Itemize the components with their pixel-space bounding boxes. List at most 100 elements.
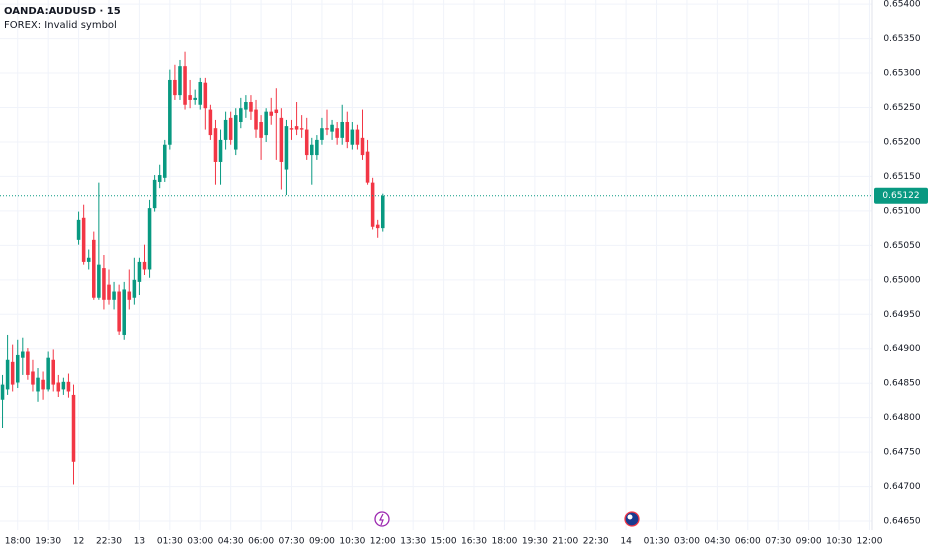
candle-body (92, 239, 96, 298)
chart-subtitle: FOREX: Invalid symbol (4, 20, 117, 31)
candle-body (213, 128, 218, 162)
last-price-box (874, 187, 928, 204)
chart-title: OANDA:AUDUSD · 15 (4, 6, 121, 17)
y-tick-label: 0.65300 (883, 69, 920, 79)
x-tick-label: 10:30 (826, 537, 852, 547)
x-tick-label: 06:00 (735, 537, 761, 547)
candle-body (223, 119, 228, 140)
candle-body (310, 144, 314, 156)
candles (0, 51, 385, 485)
candle-body (178, 66, 182, 96)
x-tick-label: 13 (134, 537, 145, 547)
candle-body (142, 261, 147, 270)
event-icon (374, 511, 390, 527)
y-tick-label: 0.65000 (883, 275, 920, 285)
candle-body (294, 126, 299, 130)
x-tick-label: 22:30 (96, 537, 122, 547)
candle-body (41, 379, 45, 390)
candle-body (26, 351, 30, 375)
candle-body (249, 102, 253, 112)
y-tick-label: 0.65250 (883, 103, 920, 113)
x-tick-label: 12 (73, 537, 84, 547)
candle-body (86, 257, 91, 262)
candle-body (107, 284, 111, 300)
x-tick-label: 21:00 (552, 537, 578, 547)
candle-body (380, 195, 385, 229)
candle-body (304, 129, 309, 156)
candle-body (259, 121, 263, 138)
y-tick-label: 0.64650 (883, 517, 920, 527)
candle-body (244, 102, 248, 110)
candle-body (315, 139, 319, 156)
candle-body (76, 219, 81, 240)
candle-body (10, 361, 15, 385)
candle-body (173, 79, 177, 96)
x-tick-label: 03:00 (187, 537, 213, 547)
candle-body (81, 217, 86, 262)
candle-body (132, 279, 137, 298)
candle-body (289, 128, 294, 130)
candle-body (117, 291, 121, 332)
candle-body (168, 79, 172, 145)
x-tick-label: 03:00 (674, 537, 700, 547)
candle-body (279, 117, 284, 162)
candle-body (254, 109, 258, 130)
y-tick-label: 0.64800 (883, 413, 920, 423)
candle-body (112, 291, 116, 300)
candle-body (274, 109, 279, 114)
x-tick-label: 13:30 (400, 537, 426, 547)
candle-body (0, 384, 5, 400)
y-tick-label: 0.64900 (883, 344, 920, 354)
x-tick-label: 12:00 (856, 537, 882, 547)
candle-body (360, 137, 365, 156)
candle-body (340, 121, 344, 138)
candle-body (137, 261, 142, 282)
x-tick-label: 07:30 (765, 537, 791, 547)
candle-body (188, 95, 192, 100)
candle-body (162, 144, 167, 178)
candle-body (375, 224, 380, 229)
x-tick-label: 19:30 (35, 537, 61, 547)
candle-body (147, 208, 152, 270)
x-tick-label: 09:00 (309, 537, 335, 547)
candle-body (71, 394, 76, 462)
x-tick-label: 01:30 (644, 537, 670, 547)
candle-body (350, 129, 355, 145)
candle-body (264, 111, 268, 136)
candle-body (66, 381, 71, 392)
x-tick-label: 04:30 (218, 537, 244, 547)
x-tick-label: 22:30 (583, 537, 609, 547)
candle-body (218, 139, 223, 162)
x-tick-label: 10:30 (339, 537, 365, 547)
y-tick-label: 0.65350 (883, 34, 920, 44)
x-tick-label: 19:30 (522, 537, 548, 547)
candle-body (325, 128, 329, 130)
candle-body (102, 268, 106, 300)
candle-body (345, 121, 350, 142)
x-tick-label: 14 (620, 537, 632, 547)
candle-body (31, 371, 35, 385)
y-tick-label: 0.64850 (883, 379, 920, 389)
candle-body (193, 97, 197, 100)
x-tick-label: 04:30 (704, 537, 730, 547)
candle-body (56, 382, 61, 392)
candle-body (355, 129, 360, 145)
candle-body (233, 115, 238, 150)
candle-body (198, 82, 203, 105)
candle-body (46, 357, 50, 390)
candle-body (299, 128, 304, 130)
x-tick-label: 12:00 (370, 537, 396, 547)
candle-body (365, 151, 370, 183)
candle-body (239, 108, 243, 122)
flag-icon (624, 511, 640, 527)
candle-body (15, 354, 20, 383)
candle-body (21, 351, 25, 358)
last-price-label: 0.65122 (882, 191, 919, 201)
y-tick-label: 0.65150 (883, 172, 920, 182)
candle-body (122, 289, 126, 335)
candle-body (183, 66, 187, 105)
candle-body (157, 175, 162, 182)
y-tick-label: 0.64950 (883, 310, 920, 320)
candle-body (5, 359, 10, 390)
